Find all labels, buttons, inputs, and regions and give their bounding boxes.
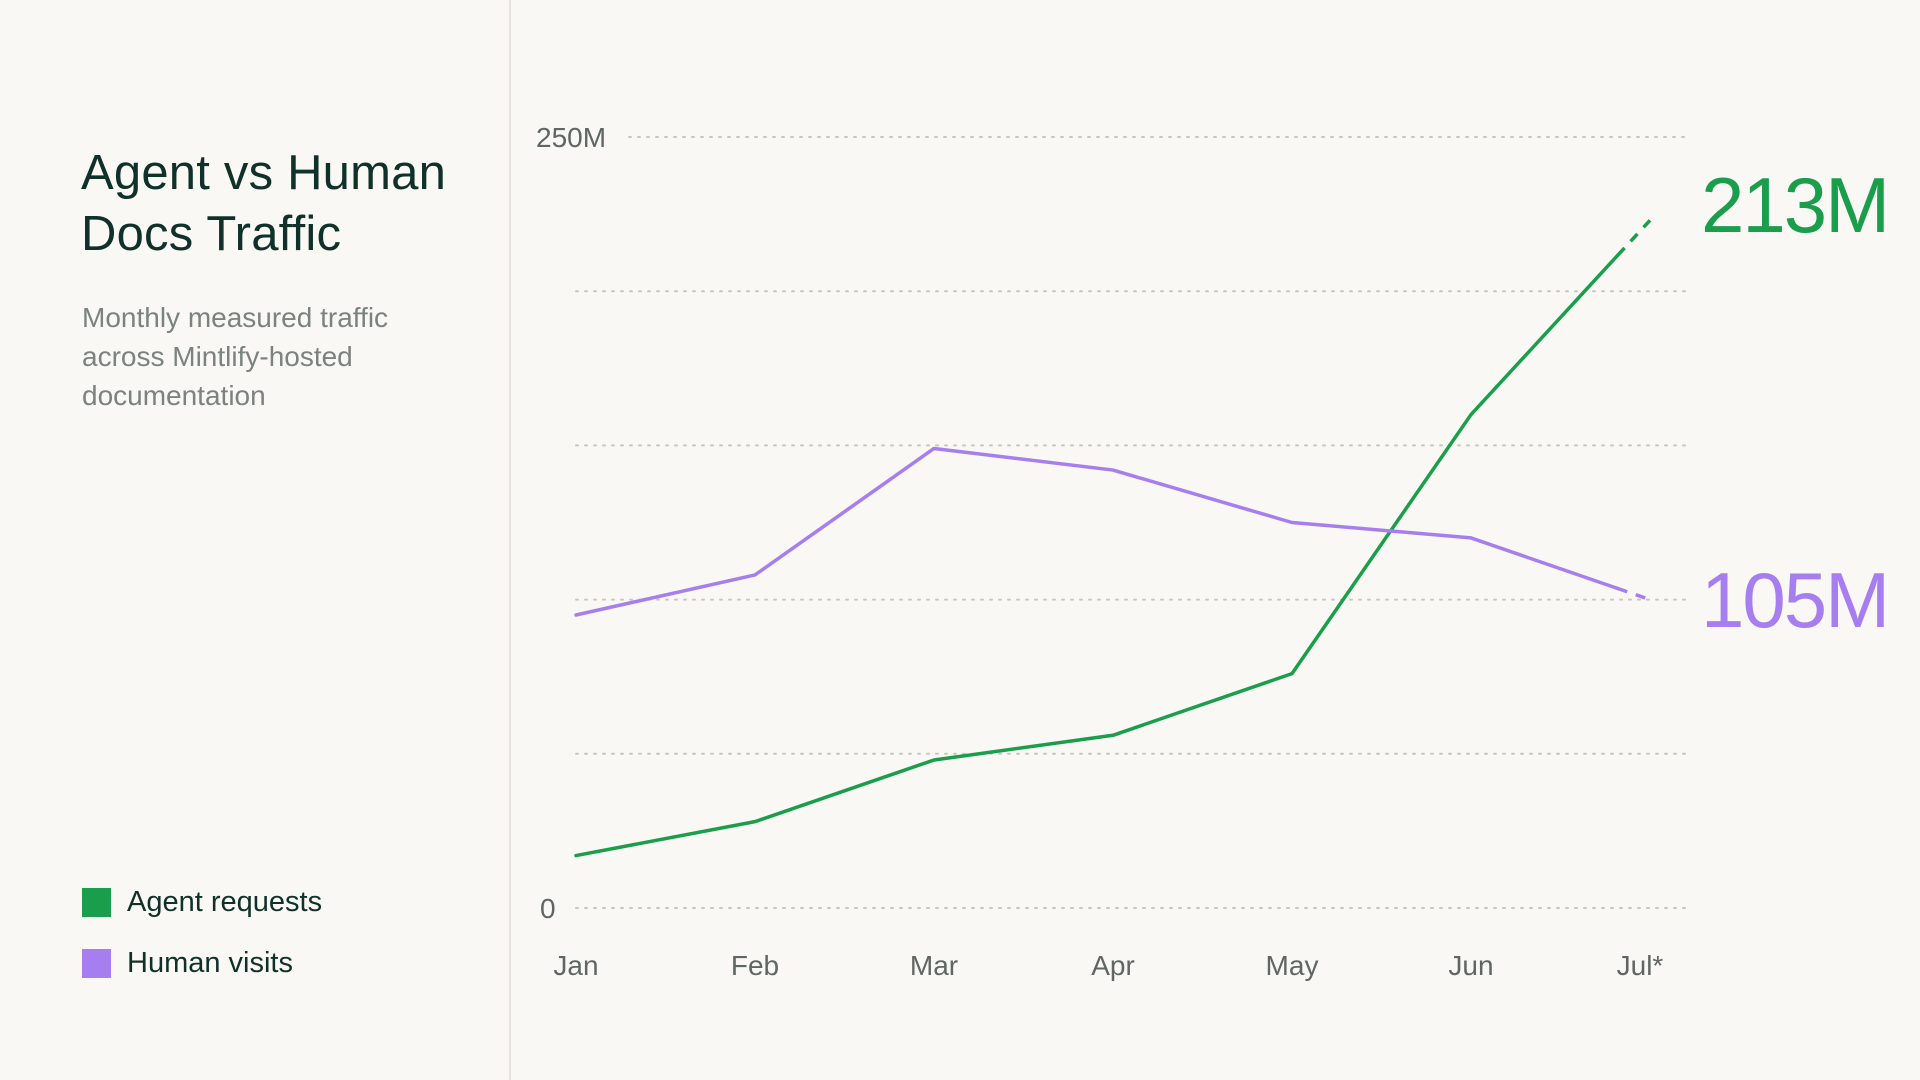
page-subtitle: Monthly measured traffic across Mintlify… [82, 302, 389, 411]
y-tick-label: 250M [536, 122, 606, 153]
legend-swatch-agent-requests [82, 887, 111, 917]
legend-label-agent-requests: Agent requests [127, 885, 323, 918]
legend-label-human-visits: Human visits [127, 946, 293, 979]
legend-item-agent-requests: Agent requests [82, 884, 322, 920]
y-tick-label: 0 [540, 893, 556, 924]
page-title-line-2: Docs Traffic [81, 207, 342, 261]
series-projection-human-visits [1617, 586, 1651, 602]
legend-swatch-human-visits [82, 948, 111, 978]
series-line-human-visits [574, 446, 1620, 617]
x-tick-label: Mar [910, 950, 958, 981]
end-label-agent-requests: 213M [1701, 161, 1888, 249]
chart-legend: Agent requests Human visits [82, 884, 322, 1006]
legend-item-human-visits: Human visits [82, 945, 322, 981]
line-chart-svg: 0 250M Jan Feb Mar Apr May Jun Jul* 213M 105M [536, 122, 1890, 981]
x-tick-label: Jan [553, 950, 598, 981]
series-projection-agent-requests [1616, 219, 1652, 257]
x-tick-label: May [1266, 950, 1319, 981]
x-tick-label: Jun [1448, 950, 1493, 981]
x-tick-label: Feb [731, 950, 779, 981]
x-tick-label: Jul* [1617, 950, 1664, 981]
end-label-human-visits: 105M [1701, 556, 1888, 644]
series-line-agent-requests [574, 253, 1620, 858]
sidebar-panel: Agent vs Human Docs Traffic Monthly meas… [0, 0, 511, 1080]
page-title-line-1: Agent vs Human [81, 146, 447, 200]
x-tick-label: Apr [1091, 950, 1135, 981]
line-chart: 0 250M Jan Feb Mar Apr May Jun Jul* 213M 105M [511, 0, 1920, 1080]
page-title: Agent vs Human Docs Traffic [81, 143, 501, 265]
